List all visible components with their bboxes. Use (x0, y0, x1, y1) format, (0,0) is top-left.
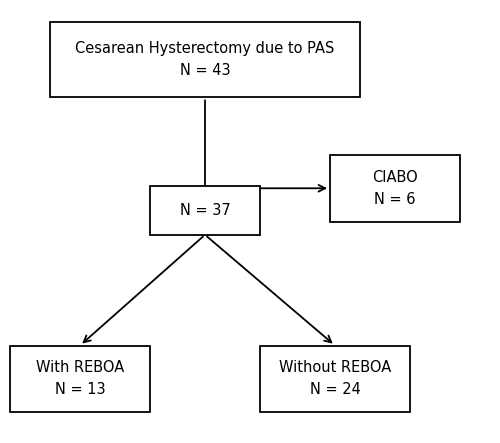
FancyBboxPatch shape (10, 346, 150, 412)
Text: With REBOA
N = 13: With REBOA N = 13 (36, 360, 124, 397)
FancyBboxPatch shape (50, 22, 360, 97)
Text: Cesarean Hysterectomy due to PAS
N = 43: Cesarean Hysterectomy due to PAS N = 43 (76, 41, 334, 78)
Text: Without REBOA
N = 24: Without REBOA N = 24 (279, 360, 391, 397)
FancyBboxPatch shape (150, 186, 260, 235)
Text: CIABO
N = 6: CIABO N = 6 (372, 170, 418, 207)
FancyBboxPatch shape (260, 346, 410, 412)
FancyBboxPatch shape (330, 155, 460, 222)
Text: N = 37: N = 37 (180, 203, 230, 218)
